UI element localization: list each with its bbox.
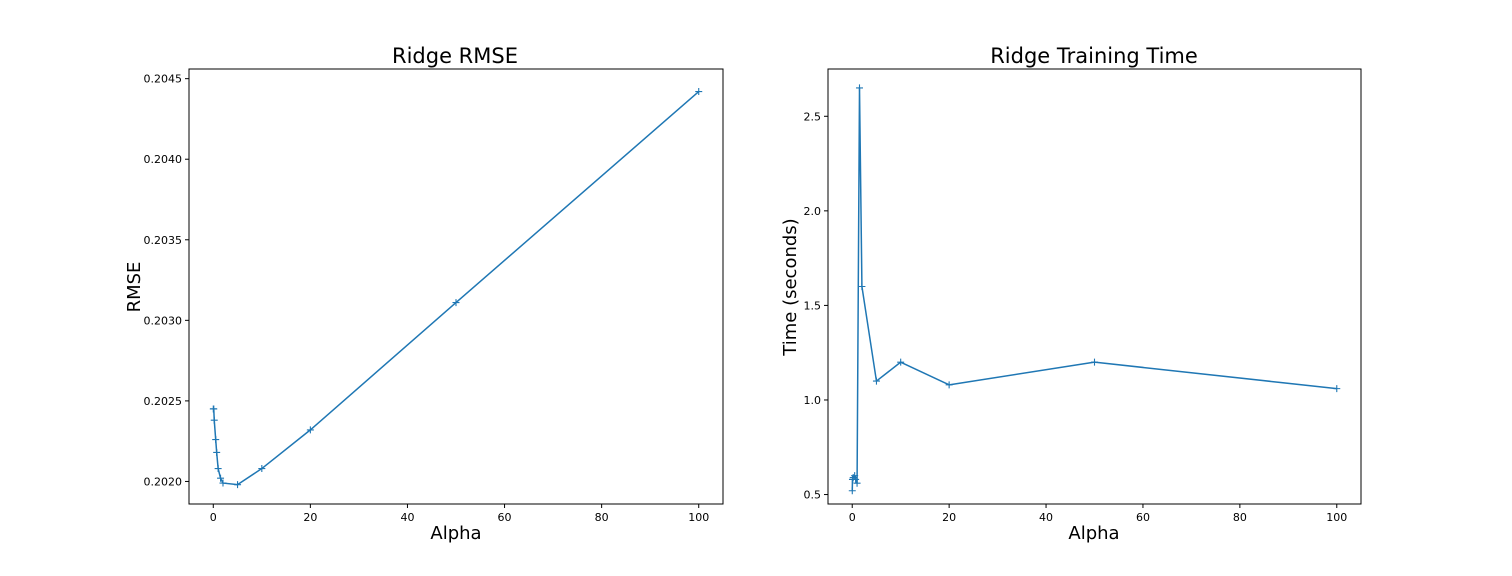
x-axis-label: Alpha <box>1068 523 1119 544</box>
chart-title: Ridge RMSE <box>392 44 518 68</box>
x-tick-label: 0 <box>210 511 217 524</box>
x-tick-label: 60 <box>498 511 512 524</box>
y-tick-label: 0.2020 <box>144 475 183 488</box>
data-point-marker <box>897 358 905 366</box>
x-tick-label: 20 <box>303 511 317 524</box>
data-point-marker <box>1333 385 1341 393</box>
axis-ticks: 0 20 40 60 80 100 0.2020 0.2025 0.2030 0.2035 0.20… <box>144 73 710 524</box>
series <box>209 88 703 489</box>
data-point-marker <box>695 88 703 96</box>
chart-title: Ridge Training Time <box>990 44 1198 68</box>
y-tick-label: 0.5 <box>804 489 822 502</box>
plot-frame <box>827 68 1362 505</box>
data-point-marker <box>214 465 222 473</box>
x-tick-label: 20 <box>942 511 956 524</box>
data-point-marker <box>212 436 220 444</box>
y-tick-label: 1.5 <box>804 299 822 312</box>
y-tick-label: 0.2030 <box>144 314 183 327</box>
data-point-marker <box>219 479 227 487</box>
x-tick-label: 100 <box>1326 511 1347 524</box>
series <box>848 84 1341 495</box>
y-axis-label: RMSE <box>124 262 145 313</box>
y-tick-label: 0.2040 <box>144 153 183 166</box>
data-point-marker <box>234 481 242 489</box>
data-point-marker <box>306 426 314 434</box>
y-axis-label: Time (seconds) <box>780 218 801 356</box>
x-tick-label: 80 <box>1233 511 1247 524</box>
data-point-marker <box>851 472 859 480</box>
x-tick-label: 40 <box>400 511 414 524</box>
data-point-marker <box>217 474 225 482</box>
plot-frame <box>188 68 724 505</box>
axis-ticks: 0 20 40 60 80 100 0.5 1.0 1.5 2.0 2.5 <box>804 110 1348 524</box>
data-point-marker <box>210 416 218 424</box>
data-point-marker <box>848 487 856 495</box>
data-point-marker <box>853 479 861 487</box>
data-point-marker <box>452 299 460 307</box>
data-point-marker <box>872 377 880 385</box>
y-tick-label: 0.2035 <box>144 234 183 247</box>
x-axis-label: Alpha <box>430 523 481 544</box>
data-point-marker <box>258 465 266 473</box>
data-point-marker <box>213 448 221 456</box>
y-tick-label: 2.5 <box>804 110 822 123</box>
x-tick-label: 80 <box>595 511 609 524</box>
data-point-marker <box>855 84 863 92</box>
x-tick-label: 60 <box>1136 511 1150 524</box>
data-point-marker <box>210 405 218 413</box>
y-tick-label: 1.0 <box>804 394 822 407</box>
data-point-marker <box>1091 358 1098 366</box>
x-tick-label: 0 <box>849 511 856 524</box>
y-tick-label: 0.2045 <box>144 73 183 86</box>
x-tick-label: 40 <box>1039 511 1053 524</box>
data-point-marker <box>852 475 860 483</box>
y-tick-label: 0.2025 <box>144 395 183 408</box>
data-point-marker <box>945 381 953 389</box>
rmse-chart: Ridge RMSE 0 20 40 60 80 100 0.2020 0.2025 0.203… <box>124 44 724 544</box>
data-point-marker <box>858 283 866 290</box>
y-tick-label: 2.0 <box>804 205 822 218</box>
training-time-chart: Ridge Training Time 0 20 40 60 80 100 0.5 1.0 1.… <box>780 44 1362 544</box>
x-tick-label: 100 <box>688 511 709 524</box>
